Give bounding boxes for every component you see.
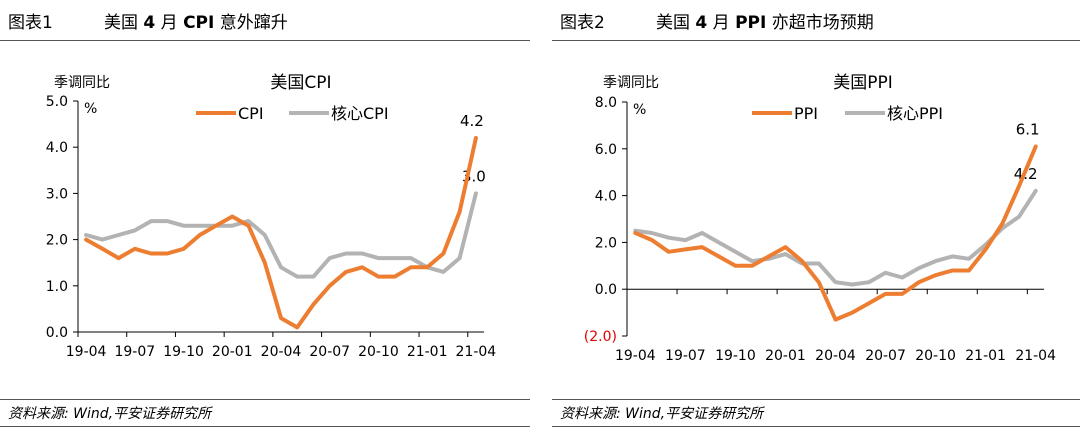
figure-title-mid: 月 — [712, 13, 730, 33]
figure-title: 美国 4 月 CPI 意外蹿升 — [104, 8, 288, 33]
y-unit-label: % — [633, 102, 646, 118]
x-tick-label: 20-07 — [309, 344, 350, 360]
y-axis-title: 季调同比 — [603, 75, 659, 91]
y-unit-label: % — [84, 101, 97, 117]
legend-label: 核心CPI — [331, 104, 389, 123]
x-tick-label: 20-01 — [765, 348, 806, 364]
y-axis-title: 季调同比 — [54, 75, 110, 91]
figure-header: 图表1 美国 4 月 CPI 意外蹿升 — [0, 0, 530, 41]
figure-title-post: 意外蹿升 — [219, 13, 288, 33]
y-tick-label: 5.0 — [46, 94, 68, 110]
panel-ppi: 图表2 美国 4 月 PPI 亦超市场预期 (2.0) 0.0 2.0 4.0 6.0 8… — [552, 0, 1080, 432]
series-line-核心CPI — [84, 191, 478, 279]
x-tick-label: 21-04 — [1015, 348, 1056, 364]
cpi-line-chart: 0.0 1.0 2.0 3.0 4.0 5.0 19-04 19-07 19-10 20-01 20… — [46, 73, 497, 360]
x-tick-label: 21-01 — [407, 344, 448, 360]
y-tick-label: (2.0) — [584, 329, 617, 345]
legend-label: PPI — [794, 104, 818, 123]
x-tick-label: 20-07 — [865, 348, 906, 364]
figure-header: 图表2 美国 4 月 PPI 亦超市场预期 — [552, 0, 1080, 41]
x-tick-label: 19-07 — [665, 348, 706, 364]
y-tick-label: 3.0 — [46, 186, 68, 202]
legend-label: CPI — [238, 104, 264, 123]
x-tick-label: 19-10 — [163, 344, 204, 360]
source-note: 资料来源: Wind,平安证券研究所 — [560, 406, 764, 422]
y-tick-label: 0.0 — [46, 325, 68, 341]
x-tick-label: 20-01 — [212, 344, 253, 360]
y-tick-label: 8.0 — [595, 95, 617, 111]
x-tick-label: 20-04 — [815, 348, 856, 364]
figure-footer: 资料来源: Wind,平安证券研究所 — [552, 399, 1080, 427]
x-tick-label: 19-04 — [615, 348, 656, 364]
y-tick-label: 4.0 — [46, 140, 68, 156]
figure-title-num: 4 — [695, 13, 708, 33]
figure-title-key: PPI — [735, 13, 767, 33]
figure-title-key: CPI — [183, 13, 215, 33]
legend-label: 核心PPI — [887, 104, 943, 123]
x-tick-label: 19-10 — [715, 348, 756, 364]
figure-title-pre: 美国 — [656, 13, 690, 33]
figure-title-pre: 美国 — [104, 13, 138, 33]
y-tick-label: 6.0 — [595, 142, 617, 158]
x-tick-label: 19-07 — [114, 344, 155, 360]
series-line-CPI — [84, 136, 478, 330]
x-tick-label: 20-04 — [261, 344, 302, 360]
y-tick-label: 4.0 — [595, 189, 617, 205]
end-value-label: 4.2 — [460, 112, 484, 130]
series-line-PPI — [633, 144, 1038, 322]
y-tick-label: 0.0 — [595, 282, 617, 298]
figure-title-num: 4 — [143, 13, 156, 33]
end-value-label: 6.1 — [1016, 120, 1040, 138]
figure-footer: 资料来源: Wind,平安证券研究所 — [0, 399, 530, 427]
figure-label: 图表1 — [8, 13, 53, 33]
y-tick-label: 2.0 — [595, 235, 617, 251]
series-line-核心PPI — [633, 188, 1038, 287]
figure-title-post: 亦超市场预期 — [771, 13, 874, 33]
x-tick-label: 21-04 — [456, 344, 497, 360]
x-tick-label: 20-10 — [915, 348, 956, 364]
figure-label: 图表2 — [560, 13, 605, 33]
y-tick-label: 2.0 — [46, 233, 68, 249]
x-tick-label: 20-10 — [358, 344, 399, 360]
y-tick-label: 1.0 — [46, 279, 68, 295]
source-note: 资料来源: Wind,平安证券研究所 — [8, 406, 212, 422]
panel-cpi: 图表1 美国 4 月 CPI 意外蹿升 0.0 1.0 2.0 3.0 4.0 5.0 19… — [0, 0, 530, 432]
figure-title: 美国 4 月 PPI 亦超市场预期 — [656, 8, 874, 33]
ppi-line-chart: (2.0) 0.0 2.0 4.0 6.0 8.0 19-04 19-07 19-10 20-01… — [584, 73, 1056, 364]
x-tick-label: 19-04 — [66, 344, 107, 360]
chart-title: 美国PPI — [833, 73, 893, 93]
x-tick-label: 21-01 — [965, 348, 1006, 364]
figure-title-mid: 月 — [160, 13, 178, 33]
chart-title: 美国CPI — [270, 73, 331, 93]
